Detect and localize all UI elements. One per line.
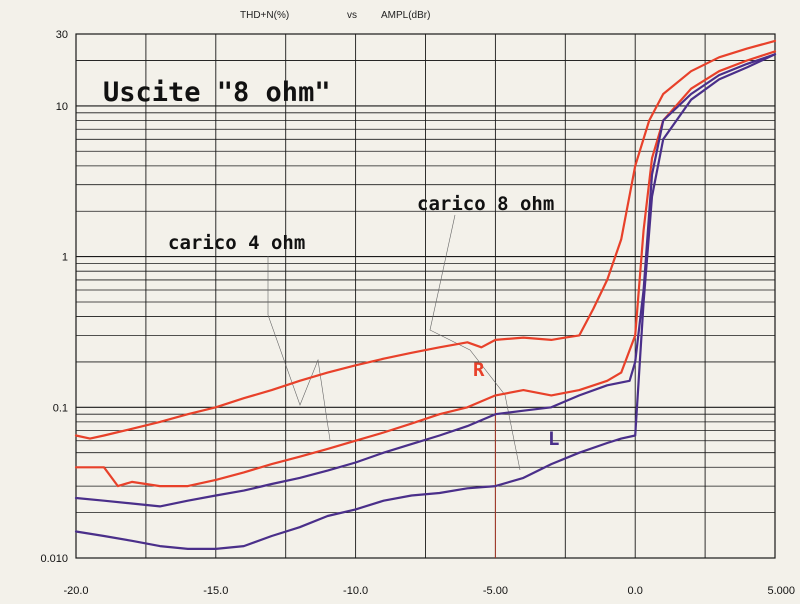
y-tick-label: 0.1 — [53, 402, 68, 414]
x-tick-label: 0.0 — [628, 585, 643, 597]
x-tick-label: -15.0 — [203, 585, 228, 597]
title-y-quantity: THD+N(%) — [240, 10, 289, 21]
title-vs: vs — [347, 10, 357, 21]
x-tick-label: -20.0 — [63, 585, 88, 597]
annotation-leader-8ohm — [429, 214, 521, 471]
x-tick-label: -5.00 — [483, 585, 508, 597]
y-tick-label: 10 — [56, 101, 68, 113]
series-line-r-2 — [74, 50, 777, 488]
annotation-L: L — [548, 428, 559, 450]
title-x-quantity: AMPL(dBr) — [381, 10, 430, 21]
annotation-leader-4ohm — [267, 256, 331, 441]
y-tick-label: 1 — [62, 252, 68, 264]
x-tick-label: 5.000 — [767, 585, 795, 597]
y-tick-label: 30 — [56, 29, 68, 41]
y-tick-label: 0.010 — [40, 553, 68, 565]
annotation-4ohm: carico 4 ohm — [168, 232, 305, 254]
series-line-l-4 — [74, 53, 777, 551]
chart-heading: Uscite "8 ohm" — [103, 77, 331, 108]
series-line-r-1 — [74, 39, 777, 440]
x-tick-label: -10.0 — [343, 585, 368, 597]
series-line-l-3 — [74, 53, 777, 508]
annotation-8ohm: carico 8 ohm — [417, 193, 554, 215]
annotation-R: R — [473, 359, 485, 381]
